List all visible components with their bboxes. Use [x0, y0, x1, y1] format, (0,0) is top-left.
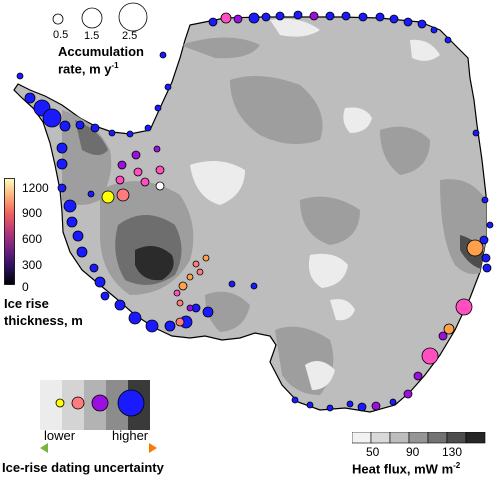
thickness-tick-1200: 1200	[22, 181, 49, 195]
thickness-tick-600: 600	[22, 232, 43, 246]
thickness-tick-300: 300	[22, 258, 43, 272]
heat-flux-colorbar	[352, 432, 486, 444]
accumulation-title-line2: rate, m y-1	[58, 61, 119, 77]
heat-flux-tick-90: 90	[406, 445, 420, 459]
thickness-title-line2: thickness, m	[4, 313, 83, 328]
uncertainty-lower-label: lower	[44, 428, 76, 443]
accumulation-tick-2: 2.5	[122, 30, 138, 42]
thickness-tick-900: 900	[22, 206, 43, 220]
ice-rise-markers	[16, 10, 494, 412]
heat-flux-title: Heat flux, mW m-2	[352, 461, 461, 477]
thickness-colorbar	[4, 178, 15, 285]
uncertainty-title: Ice-rise dating uncertainty	[2, 460, 164, 475]
thickness-title-line1: Ice rise	[4, 296, 49, 311]
uncertainty-higher-label: higher	[112, 428, 149, 443]
heat-flux-contours	[62, 18, 486, 395]
accumulation-title-line1: Accumulation	[58, 44, 144, 59]
accumulation-tick-1: 1.5	[84, 30, 100, 42]
heat-flux-tick-50: 50	[366, 445, 380, 459]
accumulation-size-circles	[52, 2, 148, 32]
heat-flux-tick-130: 130	[442, 445, 463, 459]
uncertainty-swatches	[40, 380, 157, 453]
thickness-tick-0: 0	[22, 280, 29, 294]
accumulation-tick-0: 0.5	[53, 29, 69, 41]
